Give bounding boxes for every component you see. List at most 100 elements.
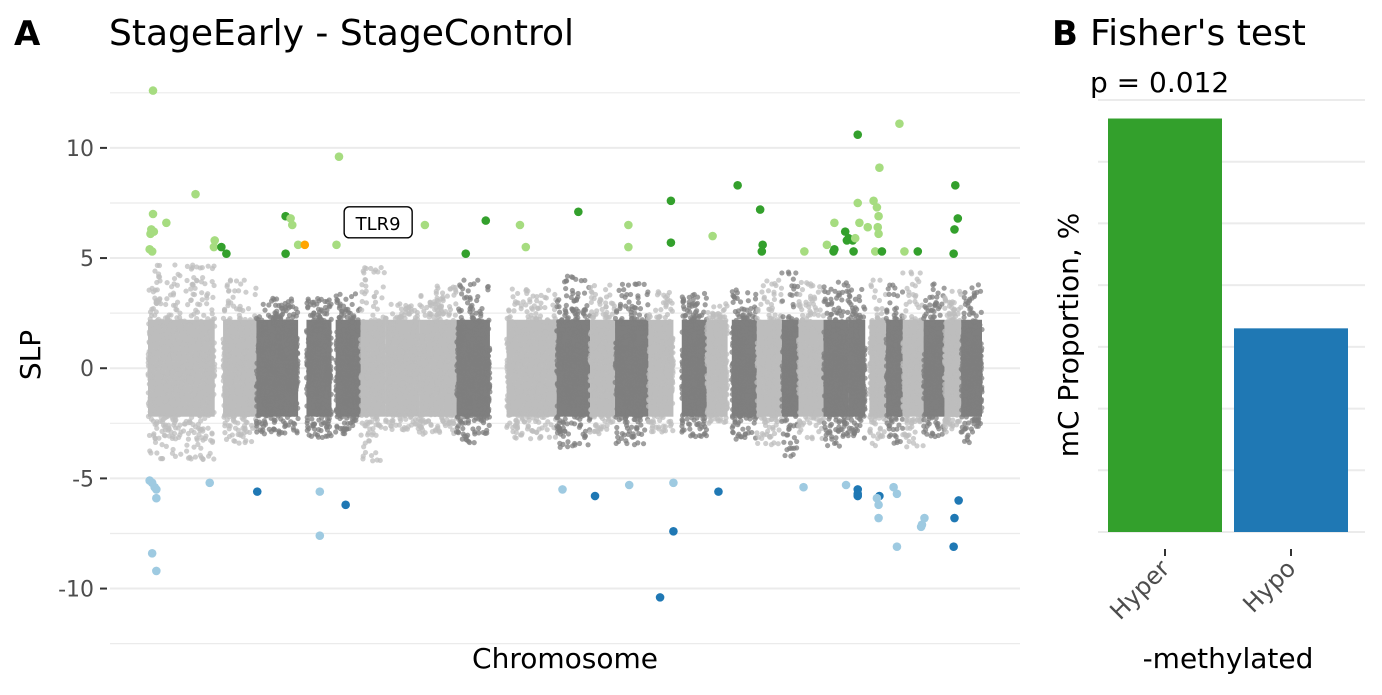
chromosome-point: [234, 330, 239, 335]
chromosome-point: [351, 409, 356, 414]
chromosome-point: [313, 380, 318, 385]
chromosome-point: [353, 291, 358, 296]
chromosome-point: [265, 411, 270, 416]
chromosome-point: [455, 350, 460, 355]
chromosome-point: [412, 318, 417, 323]
chromosome-point: [232, 395, 237, 400]
chromosome-point: [508, 314, 513, 319]
chromosome-point: [295, 416, 300, 421]
chromosome-point: [392, 410, 397, 415]
chromosome-point: [476, 426, 481, 431]
chromosome-point: [263, 322, 268, 327]
chromosome-point: [169, 385, 174, 390]
chromosome-point: [451, 318, 456, 323]
chromosome-point: [450, 322, 455, 327]
chromosome-point: [359, 372, 364, 377]
chromosome-point: [150, 346, 155, 351]
chromosome-point: [364, 289, 369, 294]
chromosome-point: [184, 278, 189, 283]
chromosome-point: [479, 319, 484, 324]
chromosome-point: [383, 396, 388, 401]
chromosome-point: [367, 368, 372, 373]
chromosome-point: [310, 386, 315, 391]
chromosome-point: [397, 317, 402, 322]
chromosome-point: [468, 377, 473, 382]
chromosome-point: [167, 363, 172, 368]
chromosome-point: [245, 363, 250, 368]
chromosome-point: [211, 373, 216, 378]
chromosome-point: [456, 430, 461, 435]
chromosome-point: [409, 303, 414, 308]
chromosome-point: [152, 296, 157, 301]
chromosome-point: [390, 358, 395, 363]
chromosome-point: [231, 334, 236, 339]
chromosome-point: [325, 433, 330, 438]
chromosome-point: [456, 306, 461, 311]
chromosome-point: [347, 364, 352, 369]
chromosome-point: [227, 414, 232, 419]
chromosome-point: [472, 331, 477, 336]
chromosome-point: [323, 305, 328, 310]
chromosome-point: [270, 395, 275, 400]
chromosome-point: [426, 370, 431, 375]
chromosome-point: [244, 325, 249, 330]
chromosome-point: [205, 426, 210, 431]
chromosome-point: [287, 338, 292, 343]
chromosome-point: [227, 359, 232, 364]
chromosome-point: [260, 392, 265, 397]
chromosome-point: [342, 387, 347, 392]
chromosome-point: [418, 293, 423, 298]
chromosome-point: [181, 330, 186, 335]
chromosome-point: [250, 407, 255, 412]
chromosome-point: [350, 419, 355, 424]
chromosome-point: [190, 325, 195, 330]
chromosome-point: [474, 321, 479, 326]
chromosome-point: [448, 409, 453, 414]
chromosome-point: [162, 325, 167, 330]
chromosome-point: [424, 339, 429, 344]
chromosome-point: [222, 356, 227, 361]
chromosome-point: [333, 358, 338, 363]
chromosome-point: [210, 440, 215, 445]
chromosome-point: [149, 307, 154, 312]
chromosome-point: [222, 430, 227, 435]
chromosome-point: [204, 293, 209, 298]
chromosome-point: [261, 302, 266, 307]
chromosome-point: [250, 343, 255, 348]
chromosome-point: [251, 325, 256, 330]
chromosome-point: [458, 343, 463, 348]
chromosome-point: [309, 391, 314, 396]
chromosome-point: [368, 266, 373, 271]
chromosome-point: [475, 374, 480, 379]
chromosome-point: [359, 433, 364, 438]
chromosome-point: [377, 322, 382, 327]
chromosome-point: [174, 315, 179, 320]
chromosome-point: [273, 303, 278, 308]
chromosome-point: [469, 356, 474, 361]
chromosome-point: [412, 324, 417, 329]
chromosome-point: [211, 456, 216, 461]
chromosome-point: [304, 403, 309, 408]
chromosome-point: [487, 370, 492, 375]
chromosome-point: [228, 368, 233, 373]
chromosome-point: [401, 427, 406, 432]
chromosome-point: [460, 318, 465, 323]
chromosome-point: [169, 400, 174, 405]
chromosome-point: [375, 386, 380, 391]
chromosome-point: [409, 384, 414, 389]
chromosome-point: [311, 364, 316, 369]
chromosome-point: [200, 324, 205, 329]
chromosome-point: [475, 356, 480, 361]
chromosome-point: [353, 351, 358, 356]
chromosome-point: [437, 305, 442, 310]
chromosome-point: [155, 341, 160, 346]
chromosome-point: [192, 365, 197, 370]
chromosome-point: [222, 413, 227, 418]
chromosome-point: [425, 386, 430, 391]
chromosome-point: [455, 392, 460, 397]
chromosome-point: [366, 334, 371, 339]
chromosome-point: [289, 299, 294, 304]
chromosome-point: [482, 360, 487, 365]
chromosome-point: [324, 394, 329, 399]
chromosome-point: [199, 290, 204, 295]
